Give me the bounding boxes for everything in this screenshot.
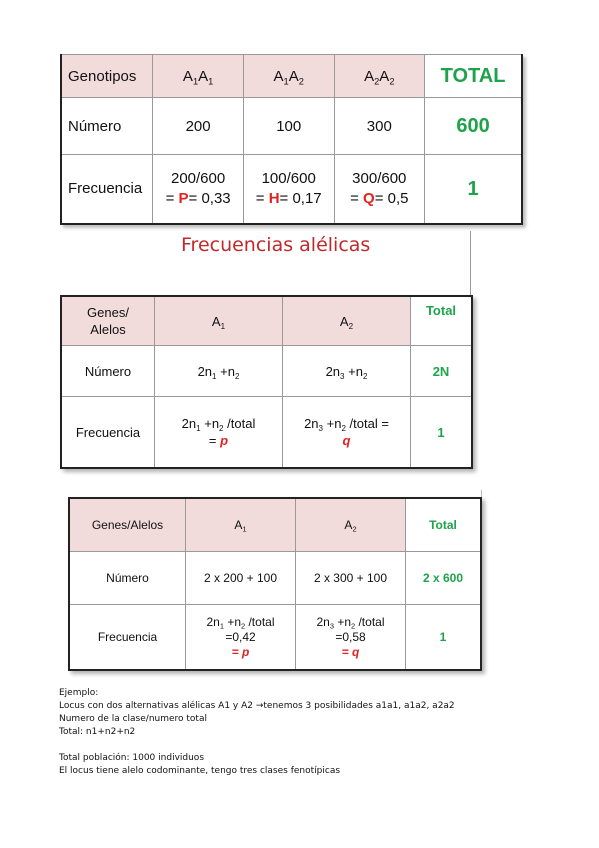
note-line: Numero de la clase/numero total xyxy=(59,714,207,724)
note-line: Total población: 1000 individuos xyxy=(59,753,205,763)
table-row: Frecuencia 2n1 +n2 /total = p 2n3 +n2 /to… xyxy=(60,396,473,469)
header-genotype-a1a2: A1A2 xyxy=(242,54,335,98)
cell-formula: 2n3 +n2 xyxy=(282,345,411,397)
cell-total: 2N xyxy=(410,345,473,397)
header-total: TOTAL xyxy=(424,54,523,98)
note-line: Ejemplo: xyxy=(59,688,99,698)
cell-formula-q: 2n3 +n2 /total = q xyxy=(282,396,411,469)
header-genes-alelos: Genes/Alelos xyxy=(68,497,186,552)
cell-value: 2 x 300 + 100 xyxy=(295,551,406,605)
header-genotype-a1a1: A1A1 xyxy=(152,54,244,98)
cell-value: 100 xyxy=(242,97,335,155)
cell-frequency-p: 200/600 = P= 0,33 xyxy=(152,154,244,225)
row-label-numero: Número xyxy=(68,551,186,605)
genotype-table: Genotipos A1A1 A1A2 A2A2 TOTAL Número 20… xyxy=(60,54,523,225)
cell-formula-p: 2n1 +n2 /total =0,42 = p xyxy=(185,604,296,671)
header-total: Total xyxy=(405,497,482,552)
cell-frequency-h: 100/600 = H= 0,17 xyxy=(242,154,335,225)
table-row: Frecuencia 2n1 +n2 /total =0,42 = p 2n3 +n… xyxy=(68,604,482,671)
cell-total: 1 xyxy=(424,154,523,225)
example-table: Genes/Alelos A1 A2 Total Número 2 x 200 … xyxy=(68,497,482,671)
table-header-row: Genes/Alelos A1 A2 Total xyxy=(68,497,482,552)
table-row: Número 200 100 300 600 xyxy=(60,97,523,155)
divider xyxy=(470,231,471,295)
section-title: Frecuencias alélicas xyxy=(181,234,371,256)
row-label-numero: Número xyxy=(60,97,154,155)
cell-total: 1 xyxy=(410,396,473,469)
header-allele-a2: A2 xyxy=(295,497,406,552)
cell-formula-p: 2n1 +n2 /total = p xyxy=(154,396,283,469)
cell-total: 600 xyxy=(424,97,523,155)
note-line: El locus tiene alelo codominante, tengo … xyxy=(59,766,341,776)
header-allele-a2: A2 xyxy=(282,295,411,346)
table-row: Número 2 x 200 + 100 2 x 300 + 100 2 x 6… xyxy=(68,551,482,605)
header-genotipos: Genotipos xyxy=(60,54,154,98)
row-label-frecuencia: Frecuencia xyxy=(60,154,154,225)
cell-total: 1 xyxy=(405,604,482,671)
row-label-frecuencia: Frecuencia xyxy=(68,604,186,671)
table-header-row: Genes/Alelos A1 A2 Total xyxy=(60,295,473,346)
header-allele-a1: A1 xyxy=(185,497,296,552)
cell-value: 200 xyxy=(152,97,244,155)
row-label-numero: Número xyxy=(60,345,155,397)
header-genes-alelos: Genes/Alelos xyxy=(60,295,155,346)
table-row: Frecuencia 200/600 = P= 0,33 100/600 = H= … xyxy=(60,154,523,225)
header-allele-a1: A1 xyxy=(154,295,283,346)
table-row: Número 2n1 +n2 2n3 +n2 2N xyxy=(60,345,473,397)
header-genotype-a2a2: A2A2 xyxy=(333,54,426,98)
cell-value: 2 x 200 + 100 xyxy=(185,551,296,605)
cell-formula-q: 2n3 +n2 /total =0,58 = q xyxy=(295,604,406,671)
spacer xyxy=(59,739,455,752)
note-line: Locus con dos alternativas alélicas A1 y… xyxy=(59,701,455,711)
table-header-row: Genotipos A1A1 A1A2 A2A2 TOTAL xyxy=(60,54,523,98)
allele-table: Genes/Alelos A1 A2 Total Número 2n1 +n2 … xyxy=(60,295,473,469)
row-label-frecuencia: Frecuencia xyxy=(60,396,155,469)
cell-frequency-q: 300/600 = Q= 0,5 xyxy=(333,154,426,225)
cell-total: 2 x 600 xyxy=(405,551,482,605)
divider xyxy=(481,490,482,498)
cell-formula: 2n1 +n2 xyxy=(154,345,283,397)
header-total: Total xyxy=(410,295,473,346)
notes-block: Ejemplo: Locus con dos alternativas alél… xyxy=(59,687,455,778)
cell-value: 300 xyxy=(333,97,426,155)
note-line: Total: n1+n2+n2 xyxy=(59,727,136,737)
